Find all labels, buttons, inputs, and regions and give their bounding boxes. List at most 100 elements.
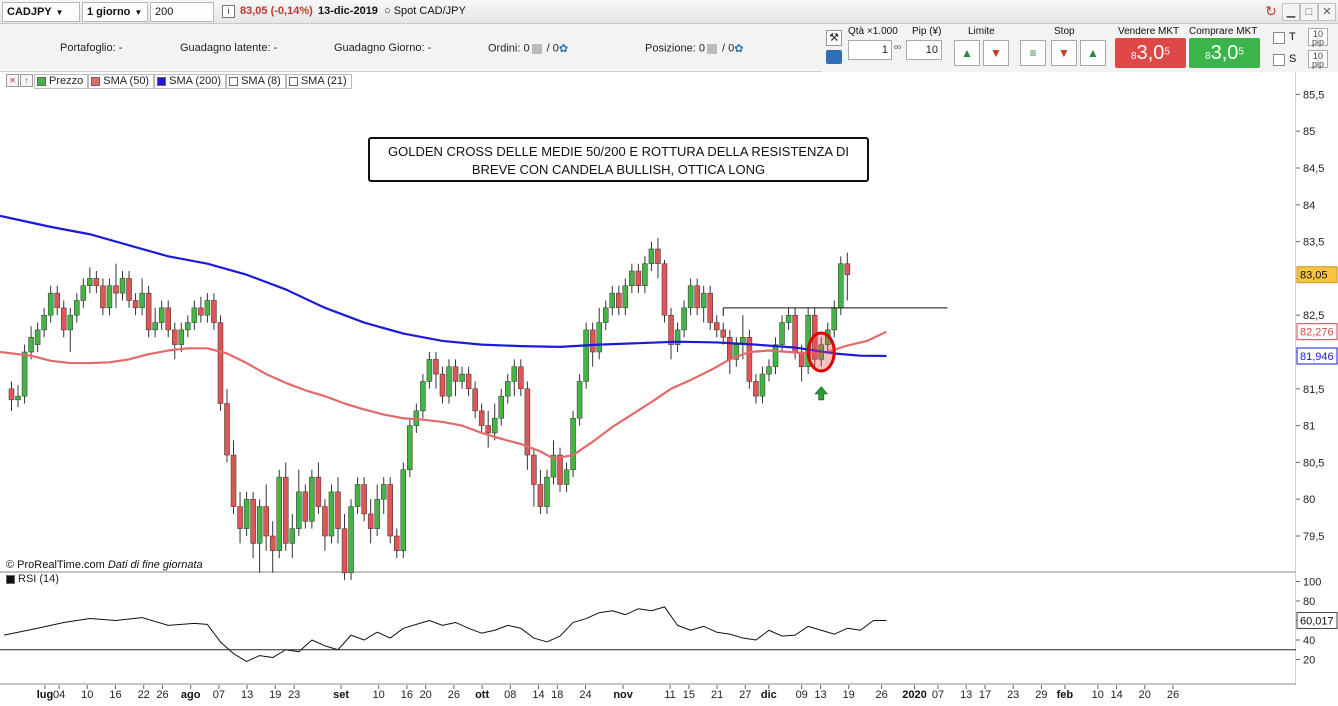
gear-icon[interactable]: ✿ bbox=[558, 43, 569, 55]
ordini-label: Ordini: bbox=[488, 42, 521, 55]
time-tick-label: 27 bbox=[739, 689, 751, 701]
bullish-candle bbox=[106, 285, 113, 309]
bearish-candle bbox=[283, 476, 289, 544]
time-tick-label: 10 bbox=[1092, 689, 1104, 701]
posizione-stat[interactable]: Posizione: 0 / 0✿ bbox=[645, 42, 743, 55]
bearish-candle bbox=[54, 292, 60, 309]
legend-sma8-label: SMA (8) bbox=[241, 75, 281, 87]
ordini-stat[interactable]: Ordini: 0 / 0✿ bbox=[488, 42, 568, 55]
close-icon[interactable]: ✕ bbox=[1318, 3, 1336, 21]
timeframe-selector[interactable]: 1 giorno ▼ bbox=[82, 2, 148, 22]
bullish-candle bbox=[34, 329, 41, 345]
rsi-tick-label: 80 bbox=[1303, 596, 1315, 608]
rsi-legend[interactable]: RSI (14) bbox=[6, 573, 59, 585]
bearish-candle bbox=[269, 535, 276, 551]
qty-input[interactable]: 1 bbox=[848, 40, 892, 60]
keyboard-icon[interactable] bbox=[826, 50, 842, 64]
close-chart-icon[interactable]: ✕ bbox=[6, 74, 19, 87]
limit-sell-icon[interactable]: ▼ bbox=[983, 40, 1009, 66]
bullish-candle bbox=[733, 344, 740, 360]
bullish-candle bbox=[348, 506, 354, 574]
bearish-candle bbox=[93, 278, 100, 287]
order-book-icon[interactable]: ≡ bbox=[1020, 40, 1046, 66]
sma200-tag-box bbox=[1296, 347, 1338, 365]
stop-label: Stop bbox=[1054, 26, 1075, 37]
bearish-candle bbox=[387, 484, 393, 537]
time-tick-label: 21 bbox=[711, 689, 723, 701]
time-tick-label: 13 bbox=[960, 689, 972, 701]
bullish-candle bbox=[74, 300, 80, 316]
pip-input[interactable]: 10 bbox=[906, 40, 942, 60]
gear-icon[interactable]: ✿ bbox=[734, 43, 744, 55]
link-icon[interactable]: ∞ bbox=[894, 42, 902, 53]
pip-t-input[interactable]: 10 pip bbox=[1308, 28, 1328, 47]
time-tick-label: 19 bbox=[269, 689, 281, 701]
bearish-candle bbox=[211, 300, 217, 323]
buy-price-main: 3,0 bbox=[1210, 42, 1239, 64]
bullish-candle bbox=[779, 322, 785, 345]
bearish-candle bbox=[537, 484, 544, 507]
price-tick-label: 84 bbox=[1303, 200, 1315, 212]
chart-up-icon[interactable]: ↑ bbox=[20, 74, 33, 87]
resistance-line bbox=[722, 307, 948, 316]
limit-buy-icon[interactable]: ▲ bbox=[954, 40, 980, 66]
minimize-icon[interactable]: ▁ bbox=[1282, 3, 1300, 21]
stop-sell-icon[interactable]: ▼ bbox=[1051, 40, 1077, 66]
legend-sma50[interactable]: SMA (50) bbox=[88, 74, 155, 89]
trailing-checkbox[interactable] bbox=[1273, 32, 1285, 44]
time-tick-label: ago bbox=[181, 689, 201, 701]
bearish-candle bbox=[518, 366, 524, 390]
legend-sma200[interactable]: SMA (200) bbox=[154, 74, 227, 89]
time-axis: lug 04 10 16 22 26 ago 07 13 19 23 set 10 16 20 26 ott 08… bbox=[0, 685, 1296, 706]
stop-buy-icon[interactable]: ▲ bbox=[1080, 40, 1106, 66]
legend-prezzo[interactable]: Prezzo bbox=[34, 74, 89, 89]
bearish-candle bbox=[230, 454, 237, 507]
bullish-candle bbox=[139, 292, 145, 309]
bullish-candle bbox=[446, 366, 452, 397]
buy-market-button[interactable]: 83,05 bbox=[1189, 38, 1260, 68]
time-tick-label: 16 bbox=[109, 689, 121, 701]
bullish-candle bbox=[505, 381, 511, 397]
bearish-candle bbox=[263, 506, 269, 537]
bearish-candle bbox=[198, 307, 204, 316]
posizione-total: / 0 bbox=[722, 42, 735, 55]
pip-s-input[interactable]: 10 pip bbox=[1308, 50, 1328, 69]
bullish-candle bbox=[459, 373, 465, 382]
bullish-candle bbox=[674, 329, 681, 345]
prezzo-swatch bbox=[37, 76, 46, 86]
time-tick-label: 07 bbox=[213, 689, 225, 701]
last-price-tag-box bbox=[1296, 266, 1338, 284]
legend-sma21[interactable]: SMA (21) bbox=[285, 74, 352, 89]
bullish-candle bbox=[204, 300, 211, 316]
bearish-candle bbox=[367, 513, 374, 529]
golden-cross-highlight bbox=[806, 331, 836, 401]
instrument-selector[interactable]: CADJPY ▼ bbox=[2, 2, 80, 22]
units-selector[interactable]: 200 unità▼ bbox=[150, 2, 214, 36]
wrench-icon[interactable]: ⚒ bbox=[826, 30, 842, 46]
guadagno-latente-value: - bbox=[273, 42, 278, 54]
sma200-swatch bbox=[157, 76, 167, 86]
sell-price-sup: 5 bbox=[1164, 46, 1170, 58]
info-icon[interactable]: i bbox=[222, 5, 235, 18]
time-tick-label: set bbox=[333, 689, 349, 701]
bearish-candle bbox=[589, 329, 596, 353]
time-tick-label: ott bbox=[475, 689, 489, 701]
bullish-candle bbox=[67, 314, 74, 331]
bullish-candle bbox=[629, 270, 635, 287]
bullish-candle bbox=[550, 454, 557, 478]
bullish-candle bbox=[491, 417, 498, 434]
last-price-tag: 83,05 bbox=[1300, 270, 1328, 282]
bullish-candle bbox=[289, 528, 296, 544]
price-tick-label: 80,5 bbox=[1303, 457, 1324, 469]
bearish-candle bbox=[132, 300, 139, 309]
stop-checkbox[interactable] bbox=[1273, 54, 1285, 66]
legend-sma8[interactable]: SMA (8) bbox=[226, 74, 286, 89]
bullish-candle bbox=[41, 314, 47, 331]
time-tick-label: 13 bbox=[241, 689, 253, 701]
bullish-candle bbox=[759, 373, 766, 397]
sell-market-button[interactable]: 83,05 bbox=[1115, 38, 1186, 68]
prorealtime-logo-icon: ↻ bbox=[1265, 3, 1277, 19]
price-tick-label: 85 bbox=[1303, 126, 1315, 138]
time-tick-label: 20 bbox=[420, 689, 432, 701]
maximize-icon[interactable]: □ bbox=[1300, 3, 1318, 21]
